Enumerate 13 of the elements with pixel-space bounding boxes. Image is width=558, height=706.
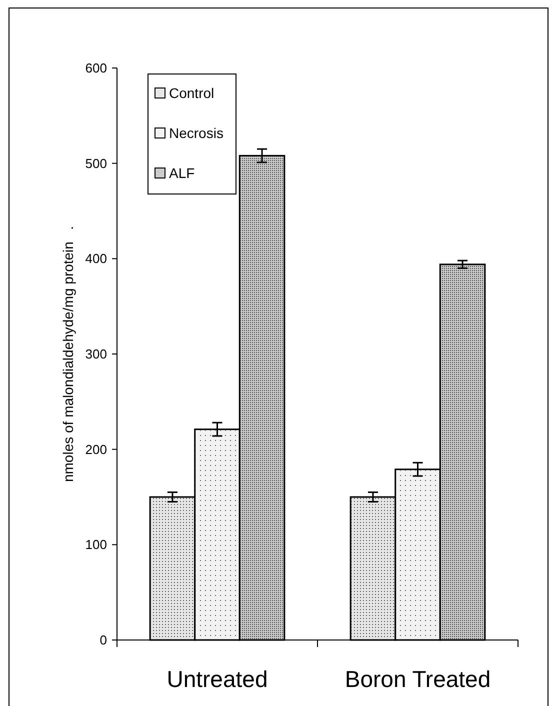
y-tick-label: 200 bbox=[85, 442, 107, 457]
y-axis-title: nmoles of malondialdehyde/mg protein . bbox=[60, 226, 76, 482]
legend-label: ALF bbox=[169, 164, 195, 181]
x-tick-label: Untreated bbox=[166, 666, 268, 692]
x-tick-label: Boron Treated bbox=[344, 666, 491, 692]
legend-label: Control bbox=[169, 84, 214, 101]
y-tick-label: 600 bbox=[85, 60, 107, 76]
y-tick-label: 0 bbox=[100, 632, 107, 648]
y-tick-label: 300 bbox=[85, 346, 107, 362]
y-tick-label: 100 bbox=[85, 537, 107, 552]
y-tick-label: 500 bbox=[85, 156, 107, 171]
y-tick-label: 400 bbox=[85, 251, 107, 266]
legend-label: Necrosis bbox=[169, 124, 224, 141]
